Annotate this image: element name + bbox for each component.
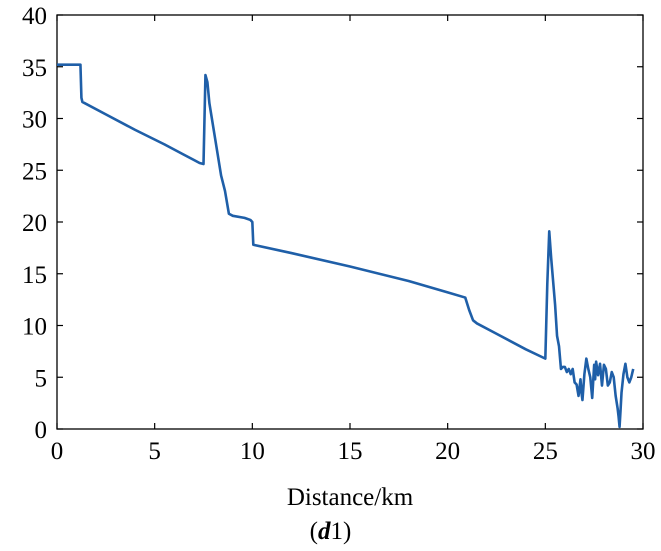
x-tick-label: 20 (435, 438, 460, 465)
x-tick-label: 10 (240, 438, 265, 465)
series-layer (57, 63, 635, 429)
x-tick-label: 30 (631, 438, 656, 465)
y-tick-label: 40 (22, 3, 47, 30)
y-tick-label: 35 (22, 55, 47, 82)
caption-subscript: 1 (330, 518, 344, 545)
y-tick-label: 25 (22, 158, 47, 185)
series-line (57, 63, 635, 429)
x-tick-label: 25 (533, 438, 558, 465)
x-axis-title: Distance/km (287, 484, 414, 511)
y-tick-label: 20 (22, 210, 47, 237)
y-tick-label: 5 (35, 365, 48, 392)
x-tick-label: 15 (338, 438, 363, 465)
x-tick-label: 0 (51, 438, 64, 465)
plot-area (56, 14, 644, 430)
y-tick-label: 15 (22, 262, 47, 289)
caption-label: d (318, 518, 331, 545)
y-tick-label: 10 (22, 314, 47, 341)
y-tick-label: 0 (35, 417, 48, 444)
y-axis: 0 5 10 15 20 25 30 35 40 (22, 3, 643, 444)
figure-caption: (d1) (309, 518, 352, 545)
plot-frame (56, 14, 644, 430)
x-tick-label: 5 (148, 438, 161, 465)
y-tick-label: 30 (22, 107, 47, 134)
x-axis: 0 5 10 15 20 25 30 (51, 15, 656, 465)
